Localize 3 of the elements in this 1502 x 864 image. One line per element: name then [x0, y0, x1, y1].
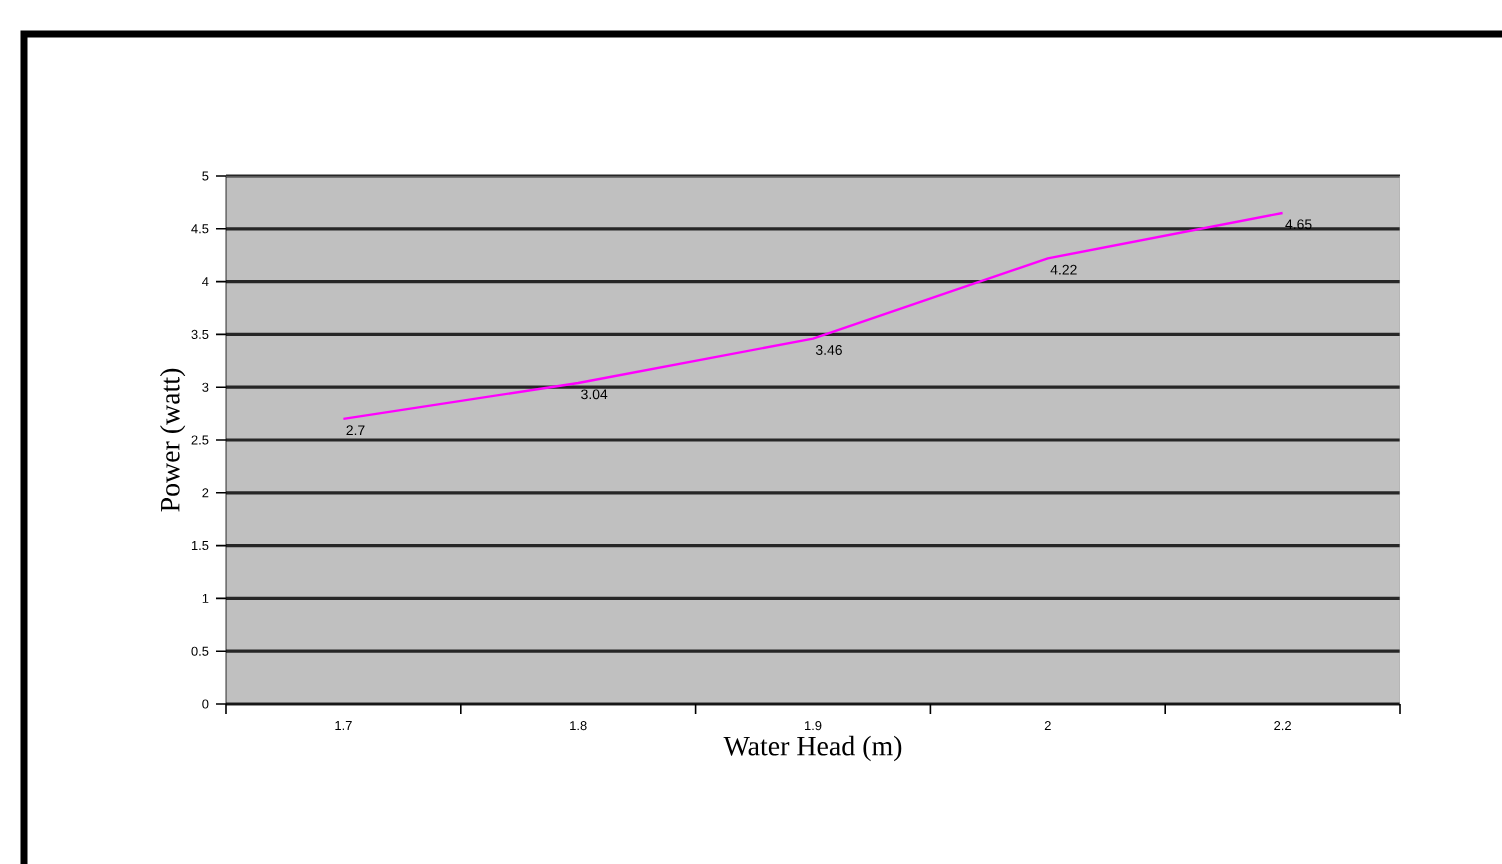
- line-series: [342, 211, 1284, 421]
- y-axis-title: Power (watt): [159, 368, 186, 512]
- x-axis-title: Water Head (m): [723, 735, 902, 762]
